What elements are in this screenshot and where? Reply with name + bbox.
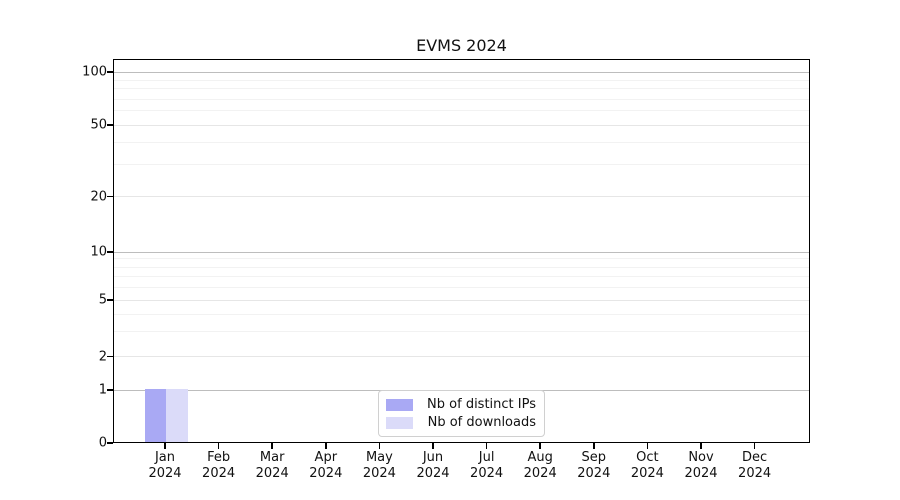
- gridline-major: [114, 124, 809, 126]
- x-tick-label-month: Jun: [422, 450, 444, 465]
- gridline-minor: [114, 98, 809, 100]
- y-tick-label: 0: [98, 435, 107, 451]
- x-tick-label-year: 2024: [523, 466, 557, 481]
- gridline-major: [114, 196, 809, 198]
- x-tick-label: Sep 2024: [564, 450, 624, 482]
- x-tick-label: Oct 2024: [617, 450, 677, 482]
- x-tick-mark: [593, 443, 595, 449]
- x-tick-mark: [378, 443, 381, 449]
- plot-area: [113, 59, 810, 443]
- x-tick-label-month: May: [365, 450, 393, 465]
- x-tick-label: May 2024: [349, 450, 409, 482]
- x-tick-label-year: 2024: [577, 466, 611, 481]
- x-tick-mark: [646, 443, 649, 449]
- gridline-minor: [114, 331, 809, 333]
- gridline-minor: [114, 276, 809, 278]
- x-tick-mark: [217, 443, 220, 449]
- y-tick-mark: [107, 442, 113, 444]
- chart-title: EVMS 2024: [416, 36, 507, 55]
- y-tick-label: 5: [98, 292, 107, 308]
- x-tick-mark: [432, 443, 434, 449]
- y-tick-label: 20: [90, 189, 107, 205]
- gridline-major: [114, 251, 809, 253]
- x-tick-label: Apr 2024: [296, 450, 356, 482]
- y-tick-mark: [107, 251, 113, 253]
- x-tick-label-year: 2024: [684, 466, 718, 481]
- x-tick-label-year: 2024: [470, 466, 504, 481]
- legend: Nb of distinct IPs Nb of downloads: [378, 390, 545, 437]
- x-tick-label-year: 2024: [362, 466, 396, 481]
- x-tick-mark: [700, 443, 702, 449]
- x-tick-label: Jul 2024: [457, 450, 517, 482]
- legend-label: Nb of distinct IPs: [427, 397, 536, 412]
- gridline-minor: [114, 258, 809, 260]
- gridline-major: [114, 356, 809, 358]
- x-tick-mark: [271, 443, 273, 449]
- x-tick-label: Dec 2024: [725, 450, 785, 482]
- x-tick-label-year: 2024: [202, 466, 236, 481]
- x-tick-label-month: Feb: [207, 450, 231, 465]
- x-tick-label: Jan 2024: [135, 450, 195, 482]
- gridline-minor: [114, 88, 809, 90]
- x-tick-label-month: Oct: [636, 450, 659, 465]
- y-tick-label: 2: [98, 349, 107, 365]
- x-tick-label-month: Jan: [154, 450, 176, 465]
- bar-jan-distinct-ips: [144, 389, 166, 442]
- gridline-minor: [114, 286, 809, 288]
- x-tick-label: Jun 2024: [403, 450, 463, 482]
- x-tick-label-year: 2024: [255, 466, 289, 481]
- x-tick-label-month: Nov: [688, 450, 714, 465]
- gridline-minor: [114, 266, 809, 268]
- x-tick-label-month: Apr: [314, 450, 338, 465]
- x-tick-mark: [164, 443, 166, 449]
- x-tick-label-month: Aug: [527, 450, 553, 465]
- gridline-minor: [114, 313, 809, 315]
- legend-item: Nb of downloads: [386, 415, 536, 430]
- x-tick-mark: [753, 443, 756, 449]
- x-tick-label-year: 2024: [416, 466, 450, 481]
- x-tick-label-month: Dec: [742, 450, 768, 465]
- bar-jan-downloads: [166, 389, 188, 442]
- gridline-minor: [114, 141, 809, 143]
- gridline-minor: [114, 79, 809, 81]
- y-tick-label: 10: [90, 244, 107, 260]
- legend-item: Nb of distinct IPs: [386, 397, 536, 412]
- x-tick-label-month: Sep: [581, 450, 607, 465]
- y-tick-mark: [107, 355, 113, 358]
- x-tick-label: Feb 2024: [189, 450, 249, 482]
- x-tick-label: Nov 2024: [671, 450, 731, 482]
- y-tick-mark: [107, 124, 113, 126]
- legend-swatch-distinct-ips: [386, 398, 413, 411]
- x-tick-mark: [325, 443, 327, 449]
- gridline-major: [114, 71, 809, 73]
- y-tick-mark: [107, 389, 113, 391]
- y-tick-label: 100: [82, 64, 107, 80]
- y-tick-mark: [107, 71, 113, 73]
- x-tick-mark: [485, 443, 488, 449]
- gridline-major: [114, 299, 809, 301]
- y-tick-mark: [107, 299, 113, 301]
- x-tick-label-month: Mar: [259, 450, 285, 465]
- gridline-minor: [114, 110, 809, 112]
- x-tick-label-year: 2024: [309, 466, 343, 481]
- legend-label: Nb of downloads: [427, 415, 536, 430]
- y-tick-label: 1: [98, 382, 107, 398]
- x-tick-mark: [539, 443, 541, 449]
- legend-swatch-downloads: [386, 416, 413, 429]
- x-tick-label: Aug 2024: [510, 450, 570, 482]
- x-tick-label-year: 2024: [738, 466, 772, 481]
- x-tick-label-month: Jul: [478, 450, 495, 465]
- gridline-minor: [114, 164, 809, 166]
- x-tick-label-year: 2024: [148, 466, 182, 481]
- x-tick-label-year: 2024: [630, 466, 664, 481]
- y-tick-mark: [107, 195, 113, 198]
- x-tick-label: Mar 2024: [242, 450, 302, 482]
- y-tick-label: 50: [90, 117, 107, 133]
